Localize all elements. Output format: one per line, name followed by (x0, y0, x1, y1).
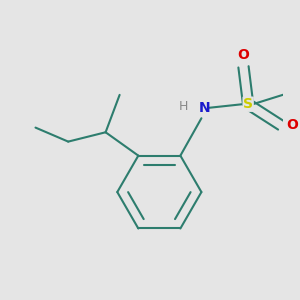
Text: N: N (199, 101, 211, 115)
Text: O: O (238, 48, 249, 62)
Text: H: H (179, 100, 189, 113)
Text: O: O (287, 118, 298, 132)
Text: S: S (243, 97, 253, 111)
